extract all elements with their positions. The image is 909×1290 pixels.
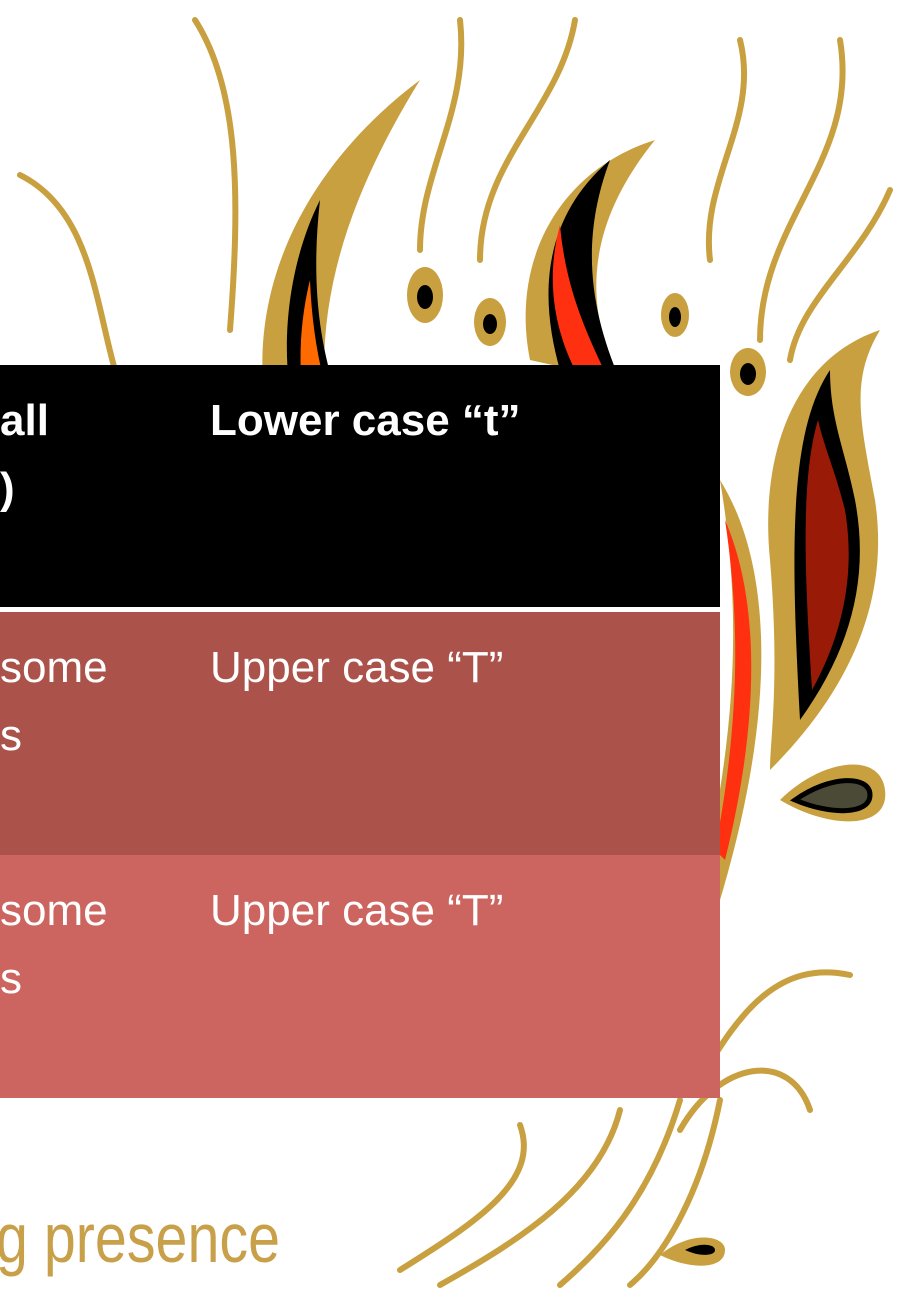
table-cell: all) — [0, 387, 49, 523]
cell-text: Lower case “t” — [210, 396, 521, 445]
table-row: some s Upper case “T” — [0, 855, 720, 1098]
cell-text: all — [0, 396, 49, 445]
table: all) Lower case “t” some s Upper case “T” som… — [0, 365, 720, 1098]
cell-text: s — [0, 711, 22, 760]
cell-text: some — [0, 643, 108, 692]
header-row: all) Lower case “t” — [0, 365, 720, 612]
cell-text: some — [0, 886, 108, 935]
table-cell: Upper case “T” — [210, 877, 503, 945]
table-row: some s Upper case “T” — [0, 612, 720, 855]
table-cell: Lower case “t” — [210, 387, 521, 455]
cell-text: Upper case “T” — [210, 643, 504, 692]
table-cell: some s — [0, 877, 108, 1013]
table-cell: some s — [0, 634, 108, 770]
cell-text: ) — [0, 464, 15, 513]
table-cell: Upper case “T” — [210, 634, 503, 702]
cell-text: Upper case “T” — [210, 886, 504, 935]
footer-text: g presence — [0, 1199, 281, 1277]
cell-text: s — [0, 954, 22, 1003]
